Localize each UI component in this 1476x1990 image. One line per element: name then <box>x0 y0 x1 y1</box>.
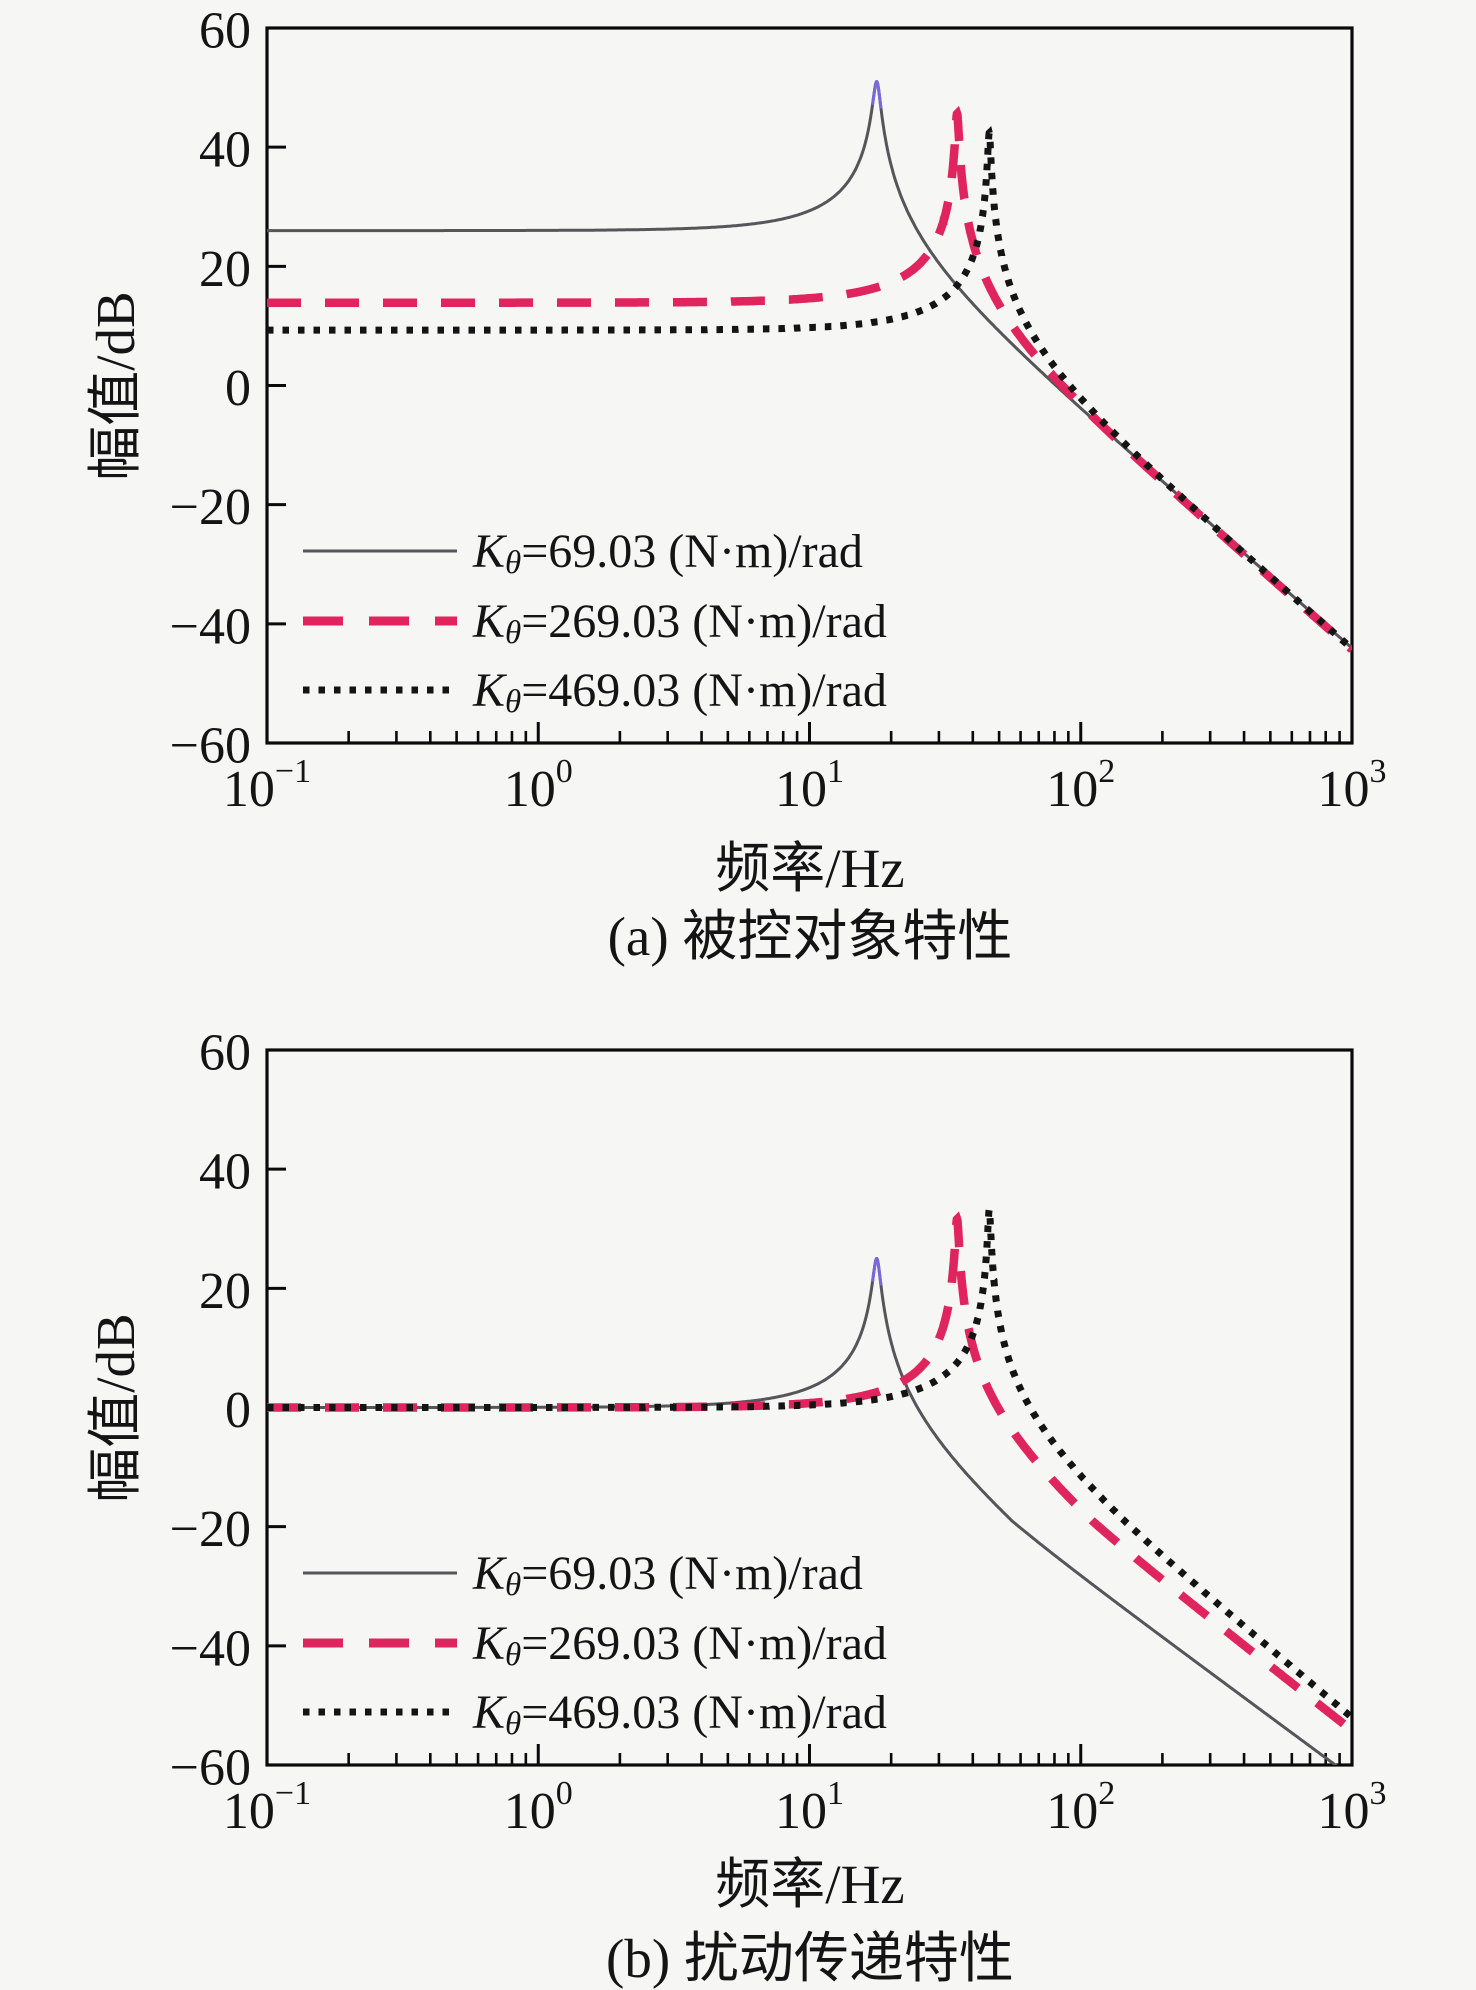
legend-label: Kθ=269.03 (N·m)/rad <box>472 1617 887 1674</box>
x-tick-label: 101 <box>775 753 844 818</box>
x-tick-label: 102 <box>1046 753 1115 818</box>
x-tick-label: 103 <box>1318 1775 1387 1840</box>
y-tick-label: 0 <box>225 1382 251 1439</box>
x-tick-label: 102 <box>1046 1775 1115 1840</box>
y-tick-label: 60 <box>199 3 251 60</box>
y-axis-label-a: 幅值/dB <box>85 291 146 481</box>
curves-group-0 <box>267 80 1352 653</box>
x-axis-label-b: 频率/Hz <box>715 1854 905 1915</box>
x-axis-label-a: 频率/Hz <box>715 838 905 899</box>
legend-label: Kθ=469.03 (N·m)/rad <box>472 1686 887 1743</box>
y-tick-label: −40 <box>170 1620 251 1677</box>
y-tick-label: −60 <box>170 718 251 775</box>
y-tick-label: −40 <box>170 598 251 655</box>
series-curve-a-1 <box>267 105 1352 653</box>
series-curve-b-0 <box>267 1257 1338 1765</box>
legend-label: Kθ=469.03 (N·m)/rad <box>472 664 887 721</box>
y-tick-label: 20 <box>199 241 251 298</box>
y-axis-label-b: 幅值/dB <box>85 1313 146 1503</box>
y-tick-label: −60 <box>170 1740 251 1797</box>
x-tick-label: 103 <box>1318 753 1387 818</box>
x-tick-label: 101 <box>775 1775 844 1840</box>
legend-label: Kθ=269.03 (N·m)/rad <box>472 595 887 652</box>
y-tick-label: 40 <box>199 1144 251 1201</box>
series-peak-tip <box>871 1257 883 1286</box>
curves-group-1 <box>267 1201 1352 1765</box>
series-peak-tip <box>871 80 883 109</box>
y-tick-label: 60 <box>199 1025 251 1082</box>
x-tick-label: 100 <box>504 1775 573 1840</box>
series-curve-b-1 <box>267 1211 1352 1734</box>
x-tick-label: 10−1 <box>223 753 311 818</box>
y-tick-label: −20 <box>170 1501 251 1558</box>
legend-label: Kθ=69.03 (N·m)/rad <box>472 1547 863 1604</box>
x-tick-label: 10−1 <box>223 1775 311 1840</box>
y-tick-label: 0 <box>225 360 251 417</box>
y-tick-label: −20 <box>170 479 251 536</box>
legend-label: Kθ=69.03 (N·m)/rad <box>472 525 863 582</box>
x-tick-label: 100 <box>504 753 573 818</box>
y-tick-label: 20 <box>199 1263 251 1320</box>
y-tick-label: 40 <box>199 122 251 179</box>
caption-b: (b) 扰动传递特性 <box>606 1928 1014 1989</box>
caption-a: (a) 被控对象特性 <box>607 906 1013 967</box>
